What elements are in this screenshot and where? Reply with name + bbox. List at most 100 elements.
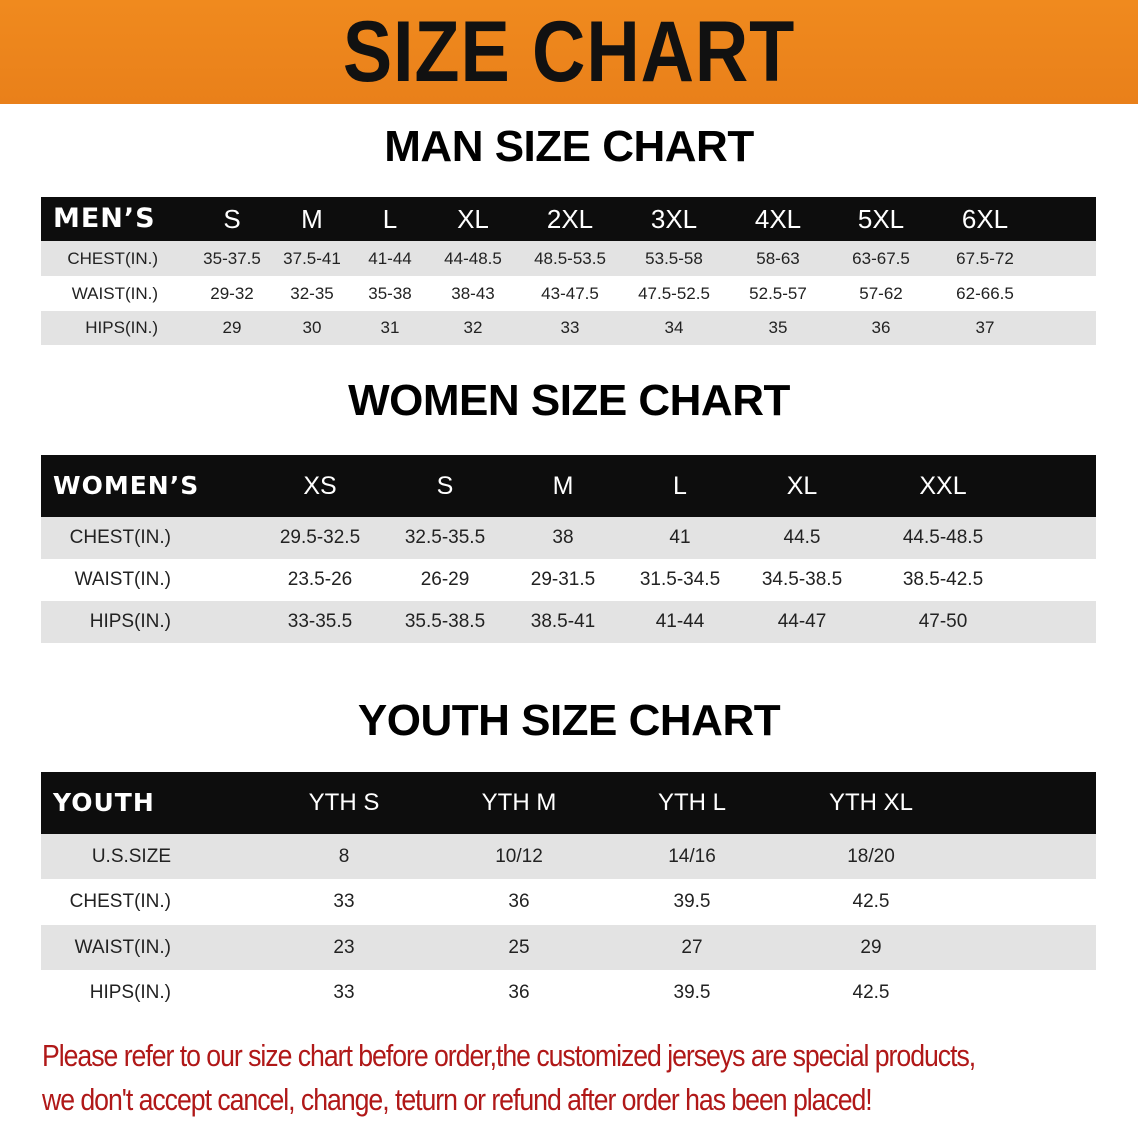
table-cell: 34.5-38.5 — [761, 569, 843, 590]
table-cell: 42.5 — [852, 891, 890, 912]
size-header: YTH XL — [828, 789, 914, 816]
row-label: WAIST(IN.) — [74, 569, 171, 590]
table-cell: 33 — [333, 982, 355, 1003]
table-row: HIPS(IN.) 33 36 39.5 42.5 — [41, 970, 1096, 1015]
table-cell: 39.5 — [673, 891, 711, 912]
size-header: YTH M — [481, 789, 557, 816]
table-cell: 44.5-48.5 — [902, 527, 984, 548]
size-header: 2XL — [546, 204, 594, 234]
table-cell: 36 — [508, 891, 530, 912]
table-cell: 35-37.5 — [203, 249, 261, 268]
women-header-row: WOMEN’S XS S M L XL XXL — [41, 455, 1096, 517]
table-cell: 14/16 — [668, 846, 716, 867]
table-cell: 57-62 — [859, 284, 903, 303]
row-label: CHEST(IN.) — [69, 891, 171, 912]
size-header: S — [223, 204, 241, 234]
size-header: M — [552, 472, 574, 500]
table-cell: 30 — [302, 318, 322, 337]
table-row: CHEST(IN.) 29.5-32.5 32.5-35.5 38 41 44.5 44.5… — [41, 517, 1096, 559]
table-cell: 29-32 — [210, 284, 254, 303]
size-header: L — [382, 204, 398, 234]
table-cell: 47-50 — [918, 611, 968, 632]
table-cell: 58-63 — [756, 249, 800, 268]
size-header: 6XL — [961, 204, 1009, 234]
size-header: YTH L — [657, 789, 727, 816]
table-cell: 10/12 — [495, 846, 543, 867]
policy-note-line-2: we don't accept cancel, change, teturn o… — [42, 1082, 873, 1117]
table-cell: 31 — [380, 318, 400, 337]
size-header: M — [301, 204, 323, 234]
table-cell: 27 — [681, 937, 703, 958]
youth-section-title: YOUTH SIZE CHART — [357, 696, 781, 745]
women-header-label: WOMEN’S — [53, 471, 200, 500]
table-cell: 47.5-52.5 — [638, 284, 710, 303]
table-cell: 37 — [975, 318, 995, 337]
table-cell: 41-44 — [655, 611, 705, 632]
women-section-title: WOMEN SIZE CHART — [348, 376, 790, 425]
table-cell: 8 — [338, 846, 350, 867]
table-cell: 39.5 — [673, 982, 711, 1003]
row-label: WAIST(IN.) — [74, 937, 171, 958]
youth-header-row: YOUTH YTH S YTH M YTH L YTH XL — [41, 772, 1096, 834]
table-cell: 18/20 — [847, 846, 895, 867]
table-row: HIPS(IN.) 33-35.5 35.5-38.5 38.5-41 41-44 44-… — [41, 601, 1096, 643]
table-cell: 35.5-38.5 — [404, 611, 486, 632]
row-label: WAIST(IN.) — [71, 284, 158, 303]
table-cell: 44-48.5 — [444, 249, 502, 268]
banner: SIZE CHART — [0, 0, 1138, 104]
table-cell: 63-67.5 — [852, 249, 910, 268]
table-cell: 29 — [860, 937, 882, 958]
table-cell: 41 — [669, 527, 691, 548]
table-row: WAIST(IN.) 23.5-26 26-29 29-31.5 31.5-34.5 34… — [41, 559, 1096, 601]
table-cell: 31.5-34.5 — [639, 569, 721, 590]
youth-header-label: YOUTH — [53, 788, 155, 817]
size-header: 5XL — [857, 204, 905, 234]
policy-note-line-1: Please refer to our size chart before or… — [42, 1038, 976, 1073]
size-header: XXL — [919, 472, 967, 500]
table-cell: 37.5-41 — [283, 249, 341, 268]
table-cell: 53.5-58 — [645, 249, 703, 268]
table-cell: 38.5-41 — [530, 611, 596, 632]
table-cell: 44-47 — [777, 611, 827, 632]
size-header: 3XL — [650, 204, 698, 234]
table-cell: 38 — [552, 527, 574, 548]
table-cell: 52.5-57 — [749, 284, 807, 303]
table-cell: 23.5-26 — [287, 569, 353, 590]
row-label: HIPS(IN.) — [89, 982, 171, 1003]
women-size-table: WOMEN’S XS S M L XL XXL CHEST(IN.) 29.5-32.5 32.5… — [41, 455, 1096, 643]
table-row: CHEST(IN.) 35-37.5 37.5-41 41-44 44-48.5 48.5… — [41, 241, 1096, 276]
men-size-table: MEN’S S M L XL 2XL 3XL 4XL 5XL 6XL CHEST(IN.) 35-37… — [41, 197, 1096, 345]
men-header-label: MEN’S — [53, 203, 156, 234]
table-cell: 43-47.5 — [541, 284, 599, 303]
table-cell: 41-44 — [368, 249, 412, 268]
table-cell: 25 — [508, 937, 530, 958]
table-cell: 36 — [871, 318, 891, 337]
table-cell: 32.5-35.5 — [404, 527, 486, 548]
table-cell: 32-35 — [290, 284, 334, 303]
table-cell: 44.5 — [783, 527, 821, 548]
table-cell: 29-31.5 — [530, 569, 596, 590]
table-cell: 33 — [333, 891, 355, 912]
size-header: YTH S — [308, 789, 380, 816]
table-cell: 62-66.5 — [956, 284, 1014, 303]
men-header-row: MEN’S S M L XL 2XL 3XL 4XL 5XL 6XL — [41, 197, 1096, 241]
table-cell: 23 — [333, 937, 355, 958]
table-cell: 35 — [768, 318, 788, 337]
table-row: WAIST(IN.) 29-32 32-35 35-38 38-43 43-47.5 47.… — [41, 276, 1096, 311]
size-header: XS — [303, 472, 337, 500]
table-cell: 29 — [222, 318, 242, 337]
size-header: XL — [457, 204, 489, 234]
table-cell: 34 — [664, 318, 684, 337]
table-row: WAIST(IN.) 23 25 27 29 — [41, 925, 1096, 970]
table-cell: 67.5-72 — [956, 249, 1014, 268]
table-cell: 38.5-42.5 — [902, 569, 984, 590]
table-cell: 32 — [463, 318, 483, 337]
table-cell: 29.5-32.5 — [279, 527, 361, 548]
table-row: U.S.SIZE 8 10/12 14/16 18/20 — [41, 834, 1096, 879]
banner-title: SIZE CHART — [342, 4, 796, 100]
row-label: CHEST(IN.) — [67, 249, 158, 268]
table-row: CHEST(IN.) 33 36 39.5 42.5 — [41, 879, 1096, 925]
size-header: L — [673, 472, 687, 500]
table-cell: 26-29 — [420, 569, 470, 590]
table-cell: 42.5 — [852, 982, 890, 1003]
